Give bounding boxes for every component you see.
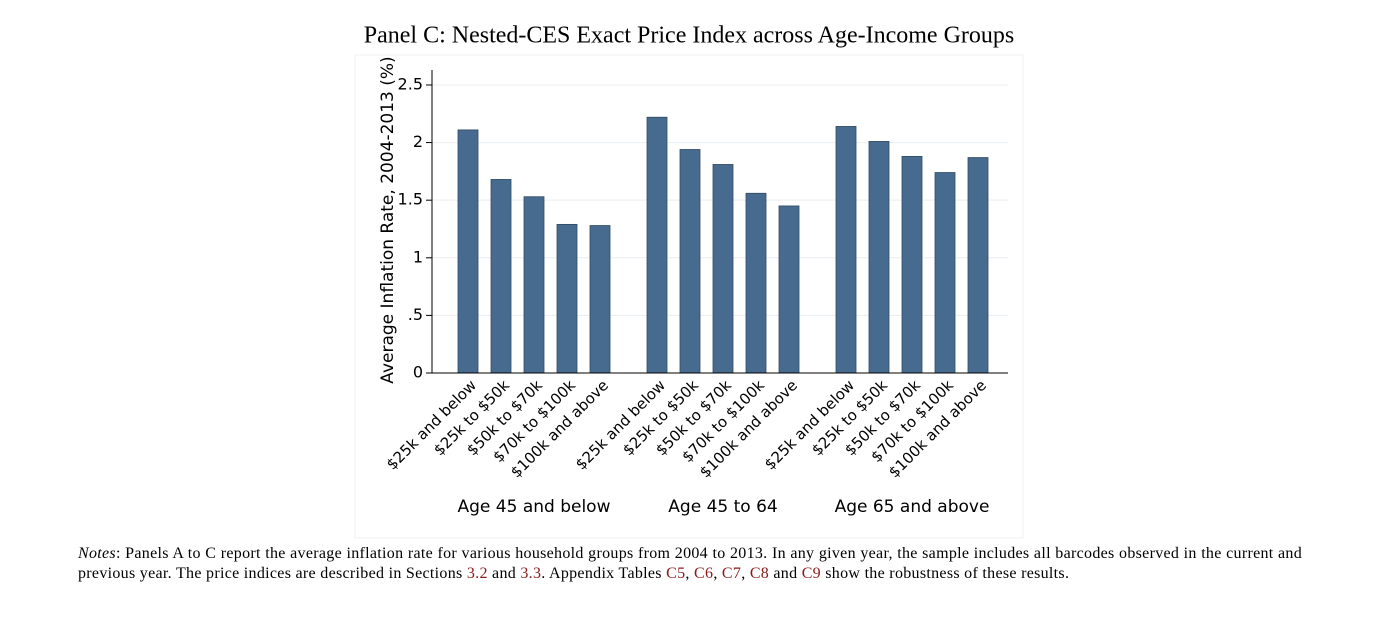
notes-text: , — [685, 565, 695, 582]
y-tick-label: .5 — [408, 305, 423, 324]
reference-link: 3.2 — [466, 565, 488, 582]
bar — [778, 205, 800, 374]
y-tick-label: 1 — [413, 247, 423, 266]
notes-lead: Notes — [78, 545, 116, 562]
reference-link: C8 — [749, 565, 770, 582]
group-label: Age 65 and above — [835, 497, 990, 517]
figure: Panel C: Nested-CES Exact Price Index ac… — [354, 23, 1024, 539]
chart-title: Panel C: Nested-CES Exact Price Index ac… — [364, 23, 1015, 49]
bar — [646, 116, 668, 374]
reference-link: C6 — [694, 565, 714, 582]
reference-link: 3.3 — [520, 565, 542, 582]
bar — [967, 157, 989, 374]
y-tick-label: 0 — [413, 363, 423, 382]
bar — [712, 164, 734, 374]
notes-text: : Panels A to C report the average infla… — [78, 545, 1302, 582]
y-tick-label: 2.5 — [398, 74, 423, 93]
bar — [901, 156, 923, 374]
bar — [490, 179, 512, 374]
bar — [835, 126, 857, 374]
bar — [457, 129, 479, 374]
bar — [523, 196, 545, 374]
bar — [868, 141, 890, 374]
y-tick-label: 1.5 — [398, 190, 423, 209]
reference-link: C5 — [666, 565, 686, 582]
notes-text: and — [769, 565, 802, 582]
group-label: Age 45 to 64 — [668, 497, 777, 517]
bar — [679, 149, 701, 374]
bar — [556, 223, 578, 374]
bar — [934, 172, 956, 374]
group-label: Age 45 and below — [458, 497, 611, 517]
reference-link: C9 — [801, 565, 821, 582]
y-axis-label: Average Inflation Rate, 2004-2013 (%) — [378, 56, 398, 383]
notes-text: show the robustness of these results. — [820, 565, 1070, 582]
reference-link: C7 — [721, 565, 742, 582]
y-tick-label: 2 — [413, 132, 423, 151]
notes: Notes: Panels A to C report the average … — [78, 544, 1302, 584]
bar — [745, 192, 767, 374]
notes-text: . Appendix Tables — [541, 565, 667, 582]
bar — [589, 225, 611, 374]
notes-text: , — [741, 565, 750, 582]
notes-text: and — [487, 565, 521, 582]
notes-text: , — [713, 565, 722, 582]
